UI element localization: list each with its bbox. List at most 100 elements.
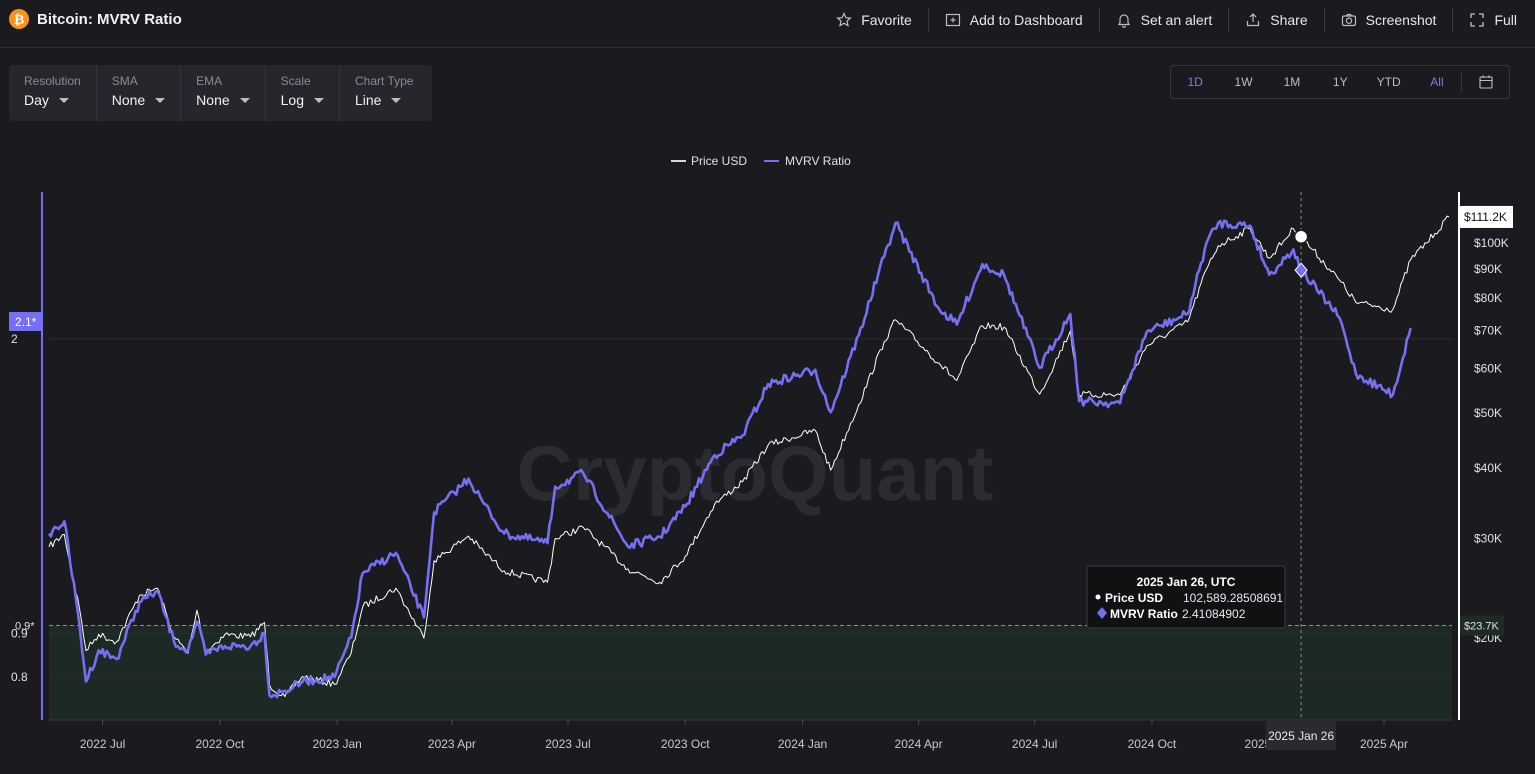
right-tick-label: $40K xyxy=(1474,461,1502,475)
fullscreen-button[interactable]: Full xyxy=(1453,8,1535,32)
sma-select[interactable]: SMA None xyxy=(97,65,182,121)
screenshot-label: Screenshot xyxy=(1365,12,1437,28)
left-tick-label: 0.8 xyxy=(11,670,28,684)
undervalued-zone xyxy=(49,625,1452,720)
sma-value: None xyxy=(111,92,146,108)
calendar-icon xyxy=(1479,75,1493,89)
left-tick-label: 2 xyxy=(11,332,18,346)
camera-icon xyxy=(1341,13,1356,27)
resolution-select[interactable]: Resolution Day xyxy=(9,65,97,121)
right-tick-label: $100K xyxy=(1474,236,1509,250)
x-tick-label: 2023 Jul xyxy=(545,737,590,751)
ema-label: EMA xyxy=(196,74,223,88)
x-tick-label: 2022 Jul xyxy=(80,737,125,751)
tooltip-mvrv-value: 2.41084902 xyxy=(1182,607,1246,621)
favorite-button[interactable]: Favorite xyxy=(820,8,929,32)
add-to-dashboard-label: Add to Dashboard xyxy=(969,12,1083,28)
chart-area[interactable]: CryptoQuant Price USD MVRV Ratio 2 0.9 0.8 2.1… xyxy=(0,140,1535,769)
x-tick-label: 2025 Apr xyxy=(1360,737,1408,751)
left-tick-label: 0.9 xyxy=(11,627,28,641)
right-tick-label: $90K xyxy=(1474,262,1502,276)
fullscreen-label: Full xyxy=(1494,12,1517,28)
date-range-button[interactable] xyxy=(1461,72,1509,92)
share-label: Share xyxy=(1270,12,1308,28)
resolution-label: Resolution xyxy=(24,74,81,88)
range-selector: 1D 1W 1M 1Y YTD All xyxy=(1170,65,1510,99)
chevron-down-icon xyxy=(155,97,166,103)
threshold-right-badge xyxy=(1460,615,1504,636)
tooltip-price-name: Price USD xyxy=(1105,591,1163,605)
threshold-left-label: 0.9* xyxy=(15,620,35,632)
screenshot-button[interactable]: Screenshot xyxy=(1325,8,1454,32)
ema-select[interactable]: EMA None xyxy=(181,65,266,121)
title-wrap: ₿ Bitcoin: MVRV Ratio xyxy=(9,9,182,29)
x-tick-label: 2024 Oct xyxy=(1128,737,1177,751)
scale-select[interactable]: Scale Log xyxy=(266,65,340,121)
right-tick-label: $70K xyxy=(1474,324,1502,338)
tooltip-price-dot xyxy=(1095,594,1101,600)
tooltip-box xyxy=(1086,565,1286,629)
left-value-badge-label: 2.1* xyxy=(15,315,37,329)
chevron-down-icon xyxy=(391,97,402,103)
mvrv-hover-point xyxy=(1294,262,1308,278)
set-alert-button[interactable]: Set an alert xyxy=(1100,8,1230,32)
mvrv-ratio-line xyxy=(47,219,1412,699)
watermark: CryptoQuant xyxy=(517,429,994,517)
share-icon xyxy=(1247,13,1260,27)
share-button[interactable]: Share xyxy=(1229,8,1325,32)
x-tick-label: 2023 Jan xyxy=(312,737,361,751)
tooltip-mvrv-name: MVRV Ratio xyxy=(1110,607,1178,621)
scale-label: Scale xyxy=(280,74,311,88)
tooltip-price-value: 102,589.28508691 xyxy=(1183,591,1283,605)
set-alert-label: Set an alert xyxy=(1140,12,1213,28)
tooltip-title: 2025 Jan 26, UTC xyxy=(1137,575,1236,589)
x-tick-label: 2023 Apr xyxy=(428,737,476,751)
resolution-value: Day xyxy=(24,92,49,108)
x-tick-label: 2024 Apr xyxy=(895,737,943,751)
threshold-right-label: $23.7K xyxy=(1464,620,1500,632)
page-title: Bitcoin: MVRV Ratio xyxy=(37,10,182,28)
left-value-badge xyxy=(9,312,42,332)
favorite-label: Favorite xyxy=(861,12,912,28)
chart-type-label: Chart Type xyxy=(355,74,414,88)
range-1y-button[interactable]: 1Y xyxy=(1332,75,1348,89)
right-value-badge-label: $111.2K xyxy=(1464,210,1507,224)
ema-value: None xyxy=(196,92,230,108)
x-tick-label: 2023 Oct xyxy=(661,737,710,751)
legend-mvrv-label: MVRV Ratio xyxy=(785,154,851,168)
right-tick-label: $30K xyxy=(1474,531,1502,545)
range-ytd-button[interactable]: YTD xyxy=(1376,75,1401,89)
range-1w-button[interactable]: 1W xyxy=(1234,75,1253,89)
header-actions: Favorite Add to Dashboard Set an alert S… xyxy=(820,0,1535,40)
range-1m-button[interactable]: 1M xyxy=(1283,75,1301,89)
chevron-down-icon xyxy=(314,97,324,103)
sma-label: SMA xyxy=(111,74,138,88)
x-tick-label: 2022 Oct xyxy=(196,737,245,751)
chevron-down-icon xyxy=(239,97,250,103)
right-value-badge xyxy=(1460,205,1513,228)
price-usd-line xyxy=(48,215,1450,698)
bell-icon xyxy=(1117,14,1130,28)
legend-price-label: Price USD xyxy=(691,154,747,168)
chart-type-select[interactable]: Chart Type Line xyxy=(340,65,428,121)
crosshair-date-badge xyxy=(1266,720,1337,750)
x-tick-label: 2024 Jul xyxy=(1012,737,1057,751)
top-bar: ₿ Bitcoin: MVRV Ratio Favorite Add to Da… xyxy=(0,0,1535,48)
right-tick-label: $80K xyxy=(1474,291,1502,305)
star-icon xyxy=(836,12,853,27)
chart-type-value: Line xyxy=(355,92,382,108)
fullscreen-icon xyxy=(1470,13,1485,27)
bitcoin-icon: ₿ xyxy=(9,9,29,29)
scale-value: Log xyxy=(280,92,304,108)
right-tick-label: $50K xyxy=(1474,406,1502,420)
crosshair-date-label: 2025 Jan 26 xyxy=(1268,729,1334,743)
chevron-down-icon xyxy=(58,97,69,103)
range-1d-button[interactable]: 1D xyxy=(1187,75,1203,89)
add-to-dashboard-button[interactable]: Add to Dashboard xyxy=(929,8,1100,32)
tooltip-mvrv-diamond xyxy=(1097,607,1107,619)
chart-controls: Resolution Day SMA None EMA None Scale L… xyxy=(9,65,432,121)
range-all-button[interactable]: All xyxy=(1430,75,1444,89)
mvrv-chart[interactable]: CryptoQuant Price USD MVRV Ratio 2 0.9 0.8 2.1… xyxy=(0,140,1535,769)
price-hover-point xyxy=(1293,229,1309,244)
right-tick-label: $60K xyxy=(1474,361,1502,375)
